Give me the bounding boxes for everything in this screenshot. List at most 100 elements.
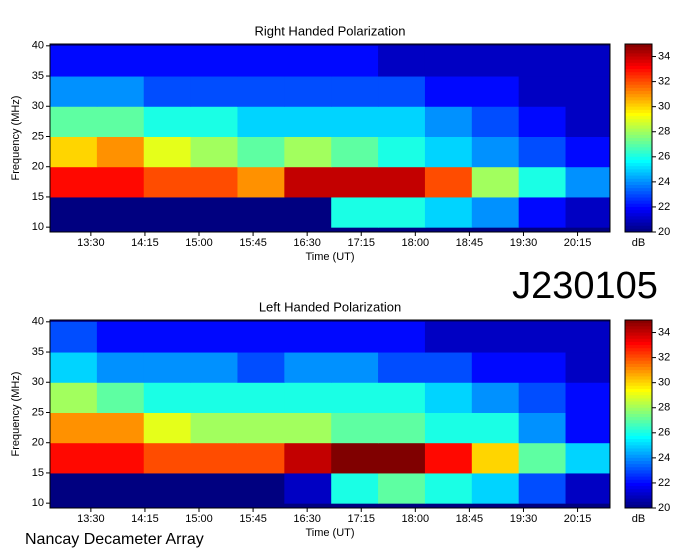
colorbar-swatch [625, 442, 652, 446]
heatmap-cell [471, 352, 520, 383]
colorbar-frame [624, 319, 653, 509]
y-axis-label: Frequency (MHz) [10, 372, 22, 457]
heatmap-cell [424, 352, 473, 383]
heatmap-cell [284, 196, 332, 228]
heatmap-cell [565, 106, 611, 137]
heatmap-cell [96, 196, 145, 228]
colorbar-swatch [625, 166, 652, 170]
colorbar-swatch [625, 492, 652, 496]
heatmap-cell [471, 382, 520, 413]
heatmap-cell [565, 472, 611, 504]
heatmap-cell [143, 352, 192, 383]
colorbar-swatch [625, 175, 652, 180]
heatmap-cell [190, 45, 238, 77]
y-tick-label: 10 [32, 497, 44, 509]
colorbar-swatch [625, 144, 652, 148]
observation-code: J230105 [512, 265, 658, 307]
colorbar-tick-label: 24 [658, 452, 670, 464]
heatmap-cell [143, 382, 192, 413]
heatmap-cell [565, 196, 611, 228]
heatmap-cell [143, 166, 192, 198]
heatmap-cell [471, 76, 520, 107]
colorbar-swatch [625, 404, 652, 409]
heatmap-cell [237, 166, 285, 198]
x-tick-label: 18:00 [402, 237, 430, 249]
colorbar-swatch [625, 341, 652, 346]
colorbar-swatch [625, 414, 652, 418]
colorbar-swatch [625, 50, 652, 54]
colorbar-swatch [625, 225, 652, 230]
heatmap-cell [331, 45, 379, 77]
colorbar-swatch [625, 103, 652, 108]
colorbar-swatch [625, 119, 652, 123]
heatmap-cell [50, 45, 98, 77]
chart-title: Left Handed Polarization [259, 299, 401, 314]
colorbar-swatch [625, 454, 652, 459]
colorbar-tick-label: 30 [658, 101, 670, 113]
colorbar-swatch [625, 81, 652, 86]
colorbar-swatch [625, 91, 652, 95]
x-tick-label: 20:15 [564, 513, 592, 525]
colorbar-swatch [625, 156, 652, 161]
heatmap-cell [471, 136, 520, 168]
heatmap-cell [378, 321, 426, 353]
colorbar-swatch [625, 495, 652, 500]
y-tick-label: 35 [32, 346, 44, 358]
heatmap-cell [143, 45, 192, 77]
colorbar-swatch [625, 84, 652, 89]
x-tick-label: 14:15 [131, 513, 159, 525]
colorbar-swatch [625, 213, 652, 217]
heatmap-cell [424, 136, 473, 168]
heatmap-cell [96, 472, 145, 504]
heatmap-cell [518, 136, 567, 168]
x-tick-label: 18:45 [456, 237, 484, 249]
heatmap-cell [190, 196, 238, 228]
x-tick-label: 15:00 [185, 513, 213, 525]
colorbar-swatch [625, 87, 652, 92]
colorbar-swatch [625, 338, 652, 343]
heatmap-cell [284, 442, 332, 474]
heatmap-cell [378, 45, 426, 77]
colorbar-tick-label: 28 [658, 126, 670, 138]
colorbar-frame [624, 43, 653, 233]
heatmap-cell [50, 166, 98, 198]
colorbar-swatch [625, 451, 652, 456]
heatmap-cell [471, 166, 520, 198]
heatmap-cell [284, 412, 332, 444]
heatmap-cell [96, 136, 145, 168]
heatmap-cell [424, 196, 473, 228]
colorbar-swatch [625, 134, 652, 139]
heatmap-cell [378, 106, 426, 137]
heatmap-cell [471, 442, 520, 474]
heatmap-cell [190, 166, 238, 198]
colorbar-tick-label: 22 [658, 477, 670, 489]
x-tick-label: 16:30 [293, 237, 321, 249]
heatmap-cell [284, 382, 332, 413]
colorbar-swatch [625, 210, 652, 214]
colorbar-tick-label: 26 [658, 151, 670, 163]
heatmap-cell [331, 166, 379, 198]
colorbar-swatch [625, 360, 652, 365]
colorbar-tick-label: 20 [658, 226, 670, 238]
plot-frame [49, 43, 611, 233]
colorbar-swatch [625, 326, 652, 330]
colorbar-swatch [625, 222, 652, 227]
heatmap-cell [237, 442, 285, 474]
colorbar-swatch [625, 150, 652, 155]
heatmap-cell [190, 106, 238, 137]
colorbar-swatch [625, 159, 652, 164]
heatmap-cell [565, 136, 611, 168]
heatmap-cell [96, 382, 145, 413]
x-tick-label: 17:15 [347, 513, 375, 525]
colorbar-swatch [625, 367, 652, 371]
heatmap-cell [50, 76, 98, 107]
heatmap-cell [237, 352, 285, 383]
heatmap-cell [565, 352, 611, 383]
heatmap-cell [96, 442, 145, 474]
colorbar-swatch [625, 376, 652, 381]
heatmap-cell [50, 106, 98, 137]
colorbar-swatch [625, 467, 652, 471]
colorbar-swatch [625, 435, 652, 440]
colorbar-swatch [625, 461, 652, 465]
